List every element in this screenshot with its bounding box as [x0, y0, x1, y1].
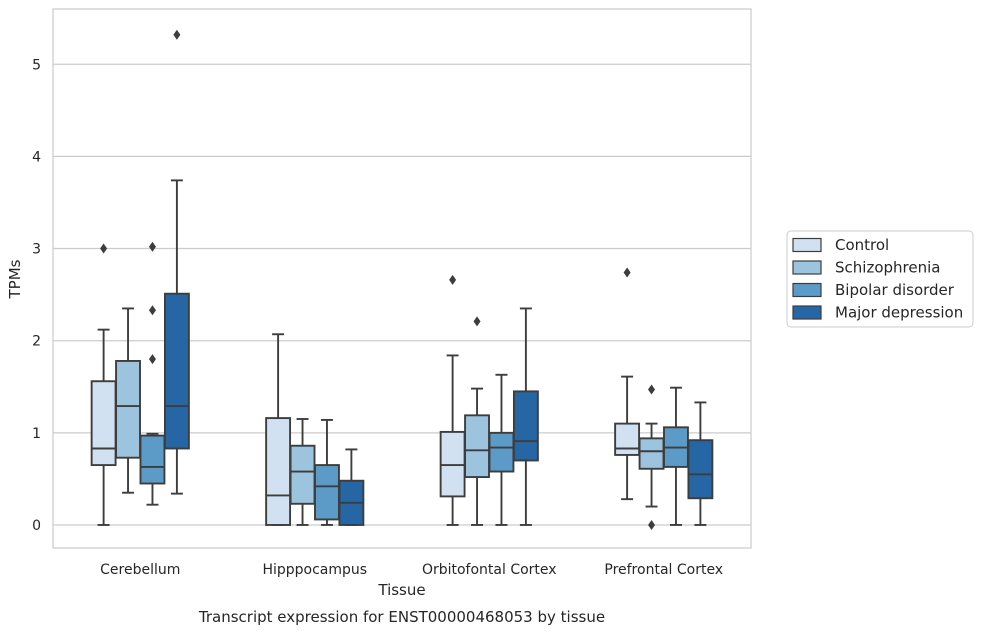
box-bipolar-disorder	[139, 241, 166, 506]
box-bipolar-disorder	[488, 373, 515, 526]
legend-swatch	[792, 282, 822, 298]
outlier-point	[148, 354, 156, 365]
legend: Control Schizophrenia Bipolar disorder Majo…	[786, 230, 974, 328]
legend-label: Major depression	[835, 304, 963, 322]
outlier-point	[173, 29, 181, 40]
box-major-depression	[163, 29, 190, 495]
box-body	[614, 422, 641, 456]
box-body	[464, 414, 490, 479]
box-control	[265, 333, 292, 526]
outlier-point	[473, 316, 481, 327]
y-tick-labels: 0 1 2 3 4 5	[32, 57, 41, 534]
box-major-depression	[687, 401, 714, 526]
box-major-depression	[338, 448, 365, 526]
x-tick-label: Prefrontal Cortex	[604, 562, 723, 578]
legend-swatch	[792, 260, 822, 275]
legend-frame	[786, 230, 974, 328]
box-bipolar-disorder	[314, 418, 340, 526]
y-tick-label: 3	[32, 242, 41, 258]
legend-swatch	[792, 237, 822, 253]
box-schizophrenia	[115, 307, 141, 494]
x-axis-label: Tissue	[377, 581, 425, 599]
box-schizophrenia	[464, 316, 490, 526]
legend-swatch	[792, 305, 822, 320]
y-tick-label: 4	[32, 149, 41, 165]
outlier-point	[648, 519, 656, 530]
y-tick-label: 2	[32, 334, 41, 350]
box-body	[115, 360, 141, 459]
box-control	[439, 274, 466, 526]
outlier-point	[449, 274, 457, 285]
outlier-point	[100, 243, 108, 254]
y-axis-label: TPMs	[6, 259, 24, 299]
x-tick-label: Cerebellum	[100, 562, 180, 578]
outlier-point	[648, 384, 656, 395]
box-body	[289, 444, 316, 505]
box-control	[614, 267, 641, 501]
y-tick-label: 0	[32, 518, 41, 534]
box-body	[265, 417, 292, 526]
box-schizophrenia	[638, 384, 665, 530]
box-body	[314, 464, 340, 521]
legend-label: Control	[835, 236, 889, 254]
plot-area	[52, 8, 752, 549]
outlier-point	[148, 305, 156, 316]
box-body	[139, 434, 166, 485]
box-body	[687, 439, 714, 500]
box-body	[90, 380, 117, 467]
outlier-point	[623, 267, 631, 278]
box-major-depression	[512, 307, 539, 526]
legend-label: Schizophrenia	[835, 259, 940, 277]
box-body	[163, 292, 190, 450]
outlier-point	[148, 241, 156, 252]
x-tick-label: Hipppocampus	[262, 562, 367, 578]
box-body	[638, 437, 665, 470]
legend-label: Bipolar disorder	[835, 281, 955, 299]
chart-caption: Transcript expression for ENST0000046805…	[198, 608, 605, 626]
y-tick-label: 5	[32, 57, 41, 73]
box-body	[488, 431, 515, 473]
box-body	[512, 390, 539, 462]
box-series-group	[90, 29, 714, 530]
x-tick-labels: Cerebellum Hipppocampus Orbitofontal Corte…	[100, 562, 723, 578]
x-tick-label: Orbitofontal Cortex	[422, 562, 557, 578]
y-tick-label: 1	[32, 426, 41, 442]
